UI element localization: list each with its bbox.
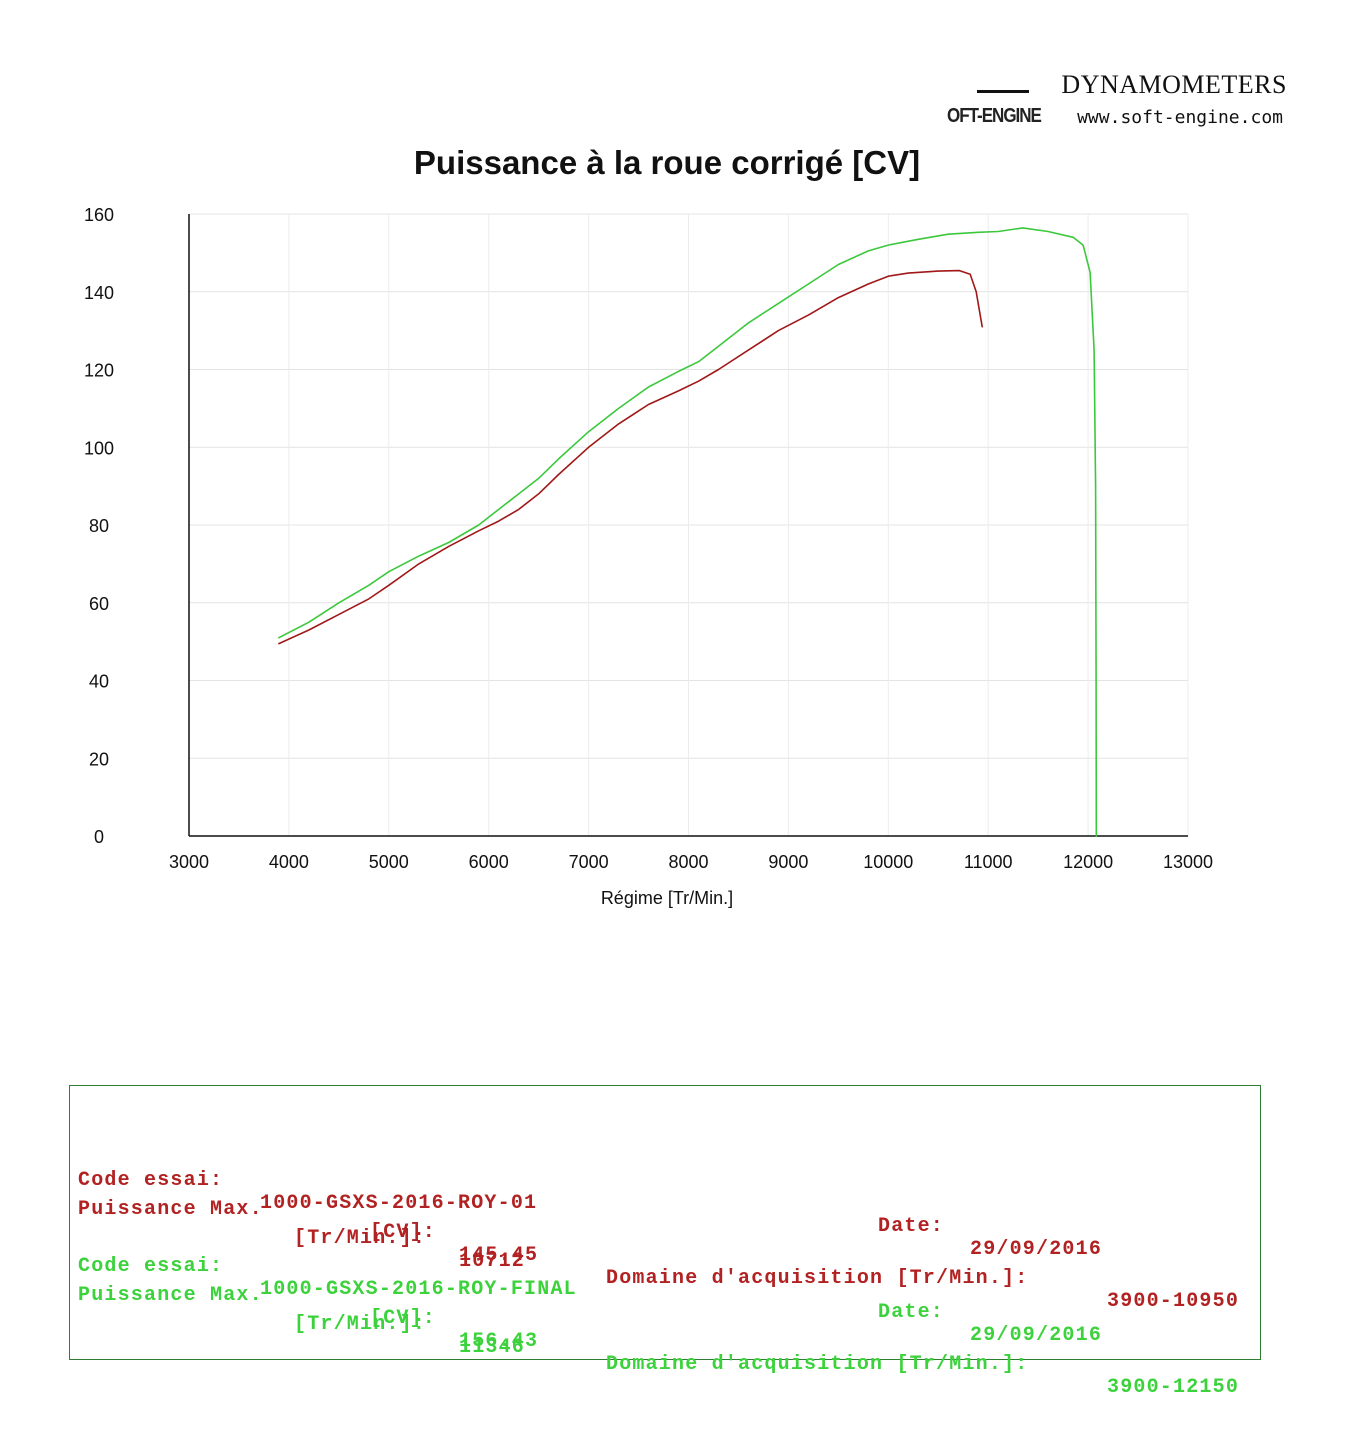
y-tick-label: 120 [84, 361, 114, 381]
run2-pmax-label: Puissance Max. [78, 1284, 263, 1307]
grid-layer [189, 213, 1189, 836]
y-tick-label: 140 [84, 283, 114, 303]
run1-domaine-value: 3900-10950 [1107, 1290, 1240, 1313]
run2-date-label: Date: [878, 1301, 945, 1324]
run1-code-row: Code essai: 1000-GSXS-2016-ROY-01 Date: … [78, 1146, 1101, 1284]
brand-name: DYNAMOMETERS [1061, 70, 1287, 99]
x-tick-label: 13000 [1163, 852, 1213, 872]
run1-code-value: 1000-GSXS-2016-ROY-01 [260, 1192, 538, 1215]
run1-date-value: 29/09/2016 [970, 1238, 1103, 1261]
x-tick-label: 6000 [469, 852, 509, 872]
run1-cv-label: [CV]: [370, 1221, 437, 1244]
brand-header: DYNAMOMETERS OFT-ENGINE www.soft-engine.… [947, 70, 1287, 140]
power-chart: Puissance à la roue corrigé [CV] 0 20 40 60… [84, 144, 1213, 908]
brand-logo: OFT-ENGINE [947, 104, 1042, 127]
run2-cv-value: 156.43 [459, 1330, 539, 1353]
run2-rpm-label: [Tr/Min.]: [294, 1313, 427, 1336]
test-info-panel: Code essai: 1000-GSXS-2016-ROY-01 Date: … [69, 1085, 1261, 1399]
run1-rpm-value: 10712 [459, 1250, 526, 1273]
y-tick-label: 60 [89, 594, 109, 614]
x-tick-label: 3000 [169, 852, 209, 872]
run1-rpm-row: [Tr/Min.]: 10712 [78, 1204, 524, 1296]
y-tick-label: 40 [89, 672, 109, 692]
run2-pmax-row: Puissance Max. [CV]: 156.43 Domaine d'ac… [78, 1261, 1238, 1422]
y-tick-label: 100 [84, 438, 114, 458]
run2-domaine-label: Domaine d'acquisition [Tr/Min.]: [606, 1353, 1029, 1376]
y-tick-label: 0 [94, 827, 104, 847]
axis-layer: 0 20 40 60 80 100 120 140 160 3000 4000 5000 6000 700… [84, 205, 1213, 872]
x-tick-label: 11000 [964, 852, 1013, 872]
x-tick-label: 4000 [269, 852, 309, 872]
run2-code-label: Code essai: [78, 1255, 224, 1278]
x-tick-label: 9000 [768, 852, 808, 872]
y-tick-label: 160 [84, 205, 114, 225]
run1-pmax-row: Puissance Max. [CV]: 145.45 Domaine d'ac… [78, 1175, 1238, 1336]
run1-domaine-label: Domaine d'acquisition [Tr/Min.]: [606, 1267, 1029, 1290]
series-line-1 [278, 269, 983, 645]
series-layer [278, 227, 1098, 837]
run2-rpm-value: 11346 [459, 1336, 526, 1359]
brand-line-decoration [977, 90, 1029, 93]
series-line-2 [278, 227, 1098, 837]
x-tick-label: 12000 [1063, 852, 1113, 872]
run2-code-value: 1000-GSXS-2016-ROY-FINAL [260, 1278, 577, 1301]
run1-pmax-label: Puissance Max. [78, 1198, 263, 1221]
x-tick-label: 10000 [863, 852, 913, 872]
run2-rpm-row: [Tr/Min.]: 11346 [78, 1290, 524, 1382]
run1-code-label: Code essai: [78, 1169, 224, 1192]
run2-cv-label: [CV]: [370, 1307, 437, 1330]
x-axis-label: Régime [Tr/Min.] [601, 888, 733, 908]
brand-url: www.soft-engine.com [1077, 107, 1283, 128]
x-tick-label: 7000 [569, 852, 609, 872]
chart-title: Puissance à la roue corrigé [CV] [414, 144, 920, 181]
run2-domaine-value: 3900-12150 [1107, 1376, 1240, 1399]
y-tick-label: 80 [89, 516, 109, 536]
run2-code-row: Code essai: 1000-GSXS-2016-ROY-FINAL Dat… [78, 1232, 1101, 1370]
x-tick-label: 5000 [369, 852, 409, 872]
run1-date-label: Date: [878, 1215, 945, 1238]
x-tick-label: 8000 [668, 852, 708, 872]
run1-rpm-label: [Tr/Min.]: [294, 1227, 427, 1250]
run2-date-value: 29/09/2016 [970, 1324, 1103, 1347]
run1-cv-value: 145.45 [459, 1244, 539, 1267]
y-tick-label: 20 [89, 749, 109, 769]
